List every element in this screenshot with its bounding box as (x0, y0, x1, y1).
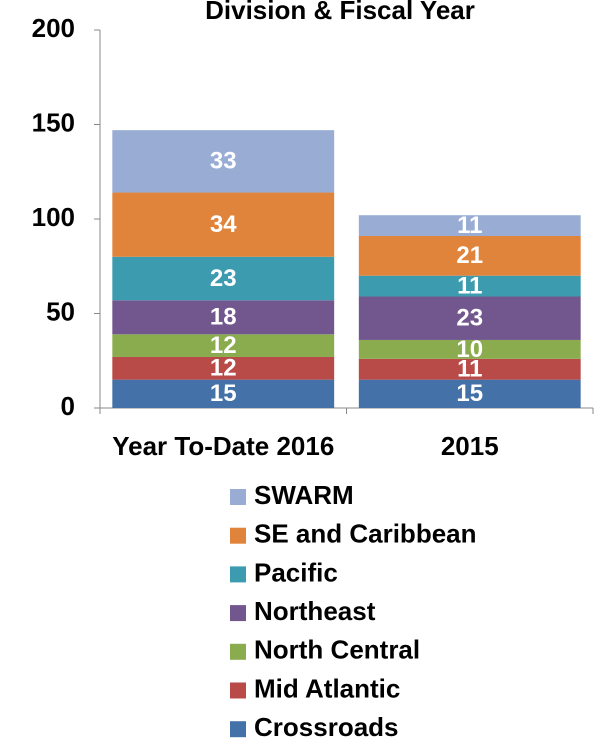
y-tick-label: 150 (32, 107, 75, 137)
data-label: 18 (210, 304, 237, 331)
chart-title: Division & Fiscal Year (205, 0, 475, 25)
data-label: 23 (456, 305, 483, 332)
legend-swatch (230, 721, 246, 738)
y-tick-label: 0 (61, 391, 75, 421)
y-tick-label: 200 (32, 13, 75, 43)
data-label: 12 (210, 355, 237, 382)
bar-segment (358, 236, 581, 276)
data-label: 34 (210, 211, 237, 238)
data-label: 15 (456, 380, 483, 407)
data-label: 10 (456, 336, 483, 363)
legend-label: SE and Caribbean (254, 519, 477, 549)
legend-swatch (230, 527, 246, 544)
data-label: 23 (210, 265, 237, 292)
data-label: 21 (456, 242, 483, 269)
legend-label: SWARM (254, 480, 354, 510)
data-label: 12 (210, 332, 237, 359)
bar-segment (112, 356, 335, 380)
data-label: 11 (457, 272, 482, 299)
bar-segment (358, 339, 581, 359)
legend-label: Pacific (254, 557, 338, 587)
bar-segment (358, 215, 581, 237)
bar-segment (358, 358, 581, 380)
bar-segment (112, 130, 335, 193)
legend-swatch (230, 605, 246, 622)
data-label: 11 (457, 212, 482, 239)
bar-segment (112, 300, 335, 335)
bar-segment (358, 296, 581, 340)
bar-segment (112, 256, 335, 301)
y-tick-label: 100 (32, 202, 75, 232)
bar-segment (112, 192, 335, 257)
data-label: 11 (457, 356, 482, 383)
x-tick-label: 2015 (441, 431, 499, 461)
y-tick-label: 50 (46, 296, 75, 326)
legend-label: Mid Atlantic (254, 673, 400, 703)
legend-swatch (230, 489, 246, 505)
bar-segment (358, 275, 581, 297)
bar-segment (112, 379, 335, 408)
bar-segment (112, 334, 335, 357)
legend-label: Crossroads (254, 712, 399, 742)
legend-swatch (230, 682, 246, 699)
bar-segment (358, 379, 581, 408)
legend-swatch (230, 566, 246, 583)
x-tick-label: Year To-Date 2016 (112, 431, 334, 461)
data-label: 33 (210, 148, 237, 175)
legend-label: North Central (254, 635, 420, 665)
data-label: 15 (210, 380, 237, 407)
legend-label: Northeast (254, 596, 376, 626)
legend-swatch (230, 643, 246, 660)
